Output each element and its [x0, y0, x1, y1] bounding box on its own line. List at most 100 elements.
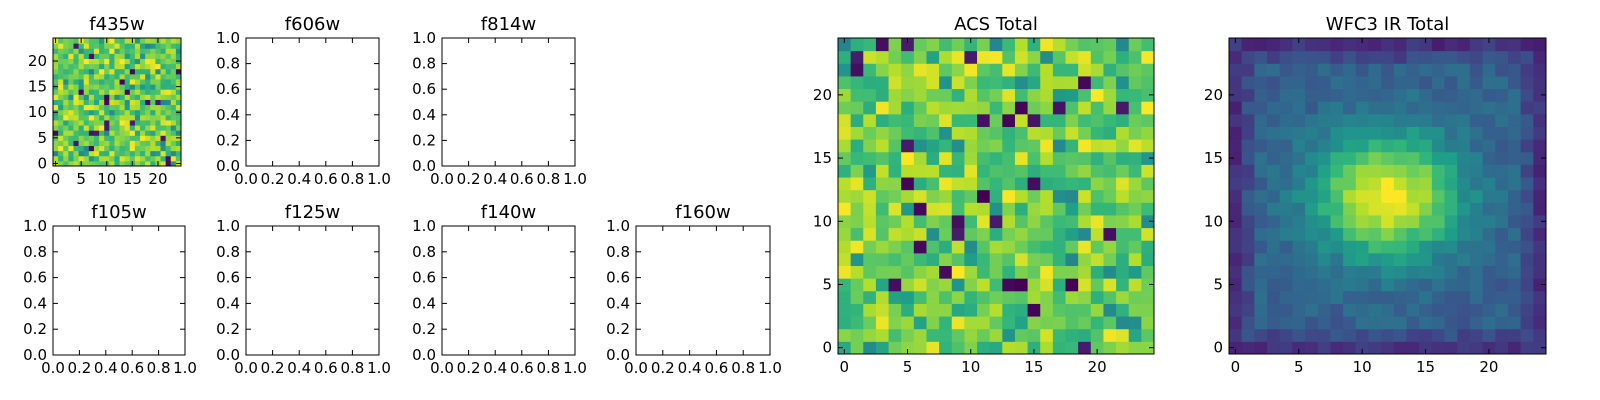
heatmap-cell [165, 38, 172, 44]
heatmap-cell [129, 89, 136, 95]
heatmap-cell [1040, 38, 1054, 52]
heatmap-cell [1241, 227, 1255, 241]
heatmap-cell [1368, 328, 1382, 342]
panel-f814w: 0.0 0.2 0.4 0.6 0.8 1.00.00.20.40.60.81.0f814… [412, 14, 587, 188]
heatmap-cell [1343, 164, 1357, 178]
x-tick-label: 0.8 [340, 170, 364, 188]
heatmap-cell [1078, 316, 1092, 330]
heatmap-cell [1520, 50, 1534, 64]
heatmap-cell [1469, 101, 1484, 115]
heatmap-cell [1343, 177, 1357, 191]
heatmap-cell [83, 43, 90, 49]
heatmap-cell [1116, 252, 1130, 267]
heatmap-cell [1533, 278, 1547, 292]
heatmap-cell [140, 135, 146, 141]
heatmap-cell [145, 68, 151, 75]
heatmap-cell [850, 214, 864, 229]
x-tick-label: 0.6 [314, 359, 338, 377]
axes-frame [1228, 37, 1547, 355]
heatmap-cell [99, 48, 105, 54]
heatmap-cell [83, 119, 90, 126]
heatmap-cell [1254, 252, 1268, 267]
heatmap-cell [1279, 75, 1293, 90]
heatmap-cell [140, 48, 146, 54]
heatmap-cell [977, 113, 991, 127]
heatmap-cell [1444, 63, 1458, 77]
heatmap-cell [1116, 202, 1130, 216]
heatmap-cell [1419, 328, 1433, 342]
heatmap-cell [1495, 63, 1509, 77]
heatmap-cell [901, 278, 915, 292]
heatmap-cell [58, 53, 64, 59]
heatmap-cell [1419, 164, 1433, 178]
heatmap-cell [888, 189, 902, 203]
y-tick-label: 15 [1204, 149, 1223, 167]
heatmap-cell [1431, 290, 1446, 304]
heatmap-cell [1431, 177, 1446, 191]
heatmap-cell [88, 140, 95, 147]
heatmap-cell [150, 48, 156, 54]
panel-f105w: 0.0 0.2 0.4 0.6 0.8 1.00.00.20.40.60.81.0f105… [23, 202, 197, 377]
heatmap-cell [53, 125, 59, 131]
heatmap-cell [1267, 189, 1281, 203]
heatmap-cell [1128, 303, 1142, 317]
heatmap-cell [1305, 63, 1319, 77]
heatmap-cell [88, 48, 95, 54]
heatmap-cell [1052, 328, 1067, 342]
heatmap-cell [1241, 265, 1255, 279]
heatmap-cell [989, 177, 1003, 191]
heatmap-cell [1368, 214, 1382, 229]
heatmap-cell [1381, 151, 1395, 165]
heatmap-cell [83, 155, 90, 162]
heatmap-cell [1103, 38, 1117, 52]
heatmap-cell [119, 119, 126, 126]
heatmap-cell [160, 130, 167, 136]
heatmap-cell [1355, 214, 1369, 229]
heatmap-cell [1495, 278, 1509, 292]
heatmap-cell [119, 58, 126, 65]
heatmap-cell [1330, 227, 1344, 241]
heatmap-cell [134, 38, 141, 44]
heatmap-cell [1116, 151, 1130, 165]
heatmap-cell [1444, 290, 1458, 304]
heatmap-cell [160, 145, 167, 152]
heatmap-cell [83, 94, 90, 100]
heatmap-cell [1368, 63, 1382, 77]
heatmap-cell [1507, 265, 1522, 279]
heatmap-cell [1381, 316, 1395, 330]
heatmap-cell [939, 214, 953, 229]
heatmap-cell [1128, 63, 1142, 77]
heatmap-cell [1444, 189, 1458, 203]
heatmap-cell [1431, 38, 1446, 52]
heatmap-cell [165, 73, 172, 80]
heatmap-cell [1078, 50, 1092, 64]
y-tick-label: 0.4 [23, 294, 47, 312]
heatmap-cell [119, 99, 126, 106]
heatmap-cell [1469, 189, 1484, 203]
heatmap-cell [93, 63, 100, 70]
heatmap-cell [1520, 316, 1534, 330]
heatmap-cell [1065, 113, 1079, 127]
heatmap-cell [165, 104, 172, 111]
heatmap-cell [1292, 265, 1306, 279]
y-tick-label: 0.2 [216, 320, 240, 338]
heatmap-cell [1393, 240, 1408, 254]
heatmap-cell [140, 114, 146, 121]
heatmap-cell [1002, 50, 1016, 64]
heatmap-cell [1419, 227, 1433, 241]
heatmap-cell [109, 48, 115, 54]
heatmap-cell [1393, 303, 1408, 317]
heatmap-cell [1141, 139, 1155, 153]
heatmap-cell [1027, 290, 1041, 304]
heatmap-cell [1267, 75, 1281, 90]
heatmap-cell [170, 135, 177, 141]
heatmap-cell [1305, 227, 1319, 241]
heatmap-cell [109, 68, 115, 75]
heatmap-cell [1267, 240, 1281, 254]
heatmap-cell [1292, 101, 1306, 115]
heatmap-cell [1355, 227, 1369, 241]
x-tick-label: 1.0 [563, 359, 587, 377]
heatmap-cell [1128, 278, 1142, 292]
heatmap-cell [901, 126, 915, 140]
heatmap-cell [1078, 75, 1092, 90]
